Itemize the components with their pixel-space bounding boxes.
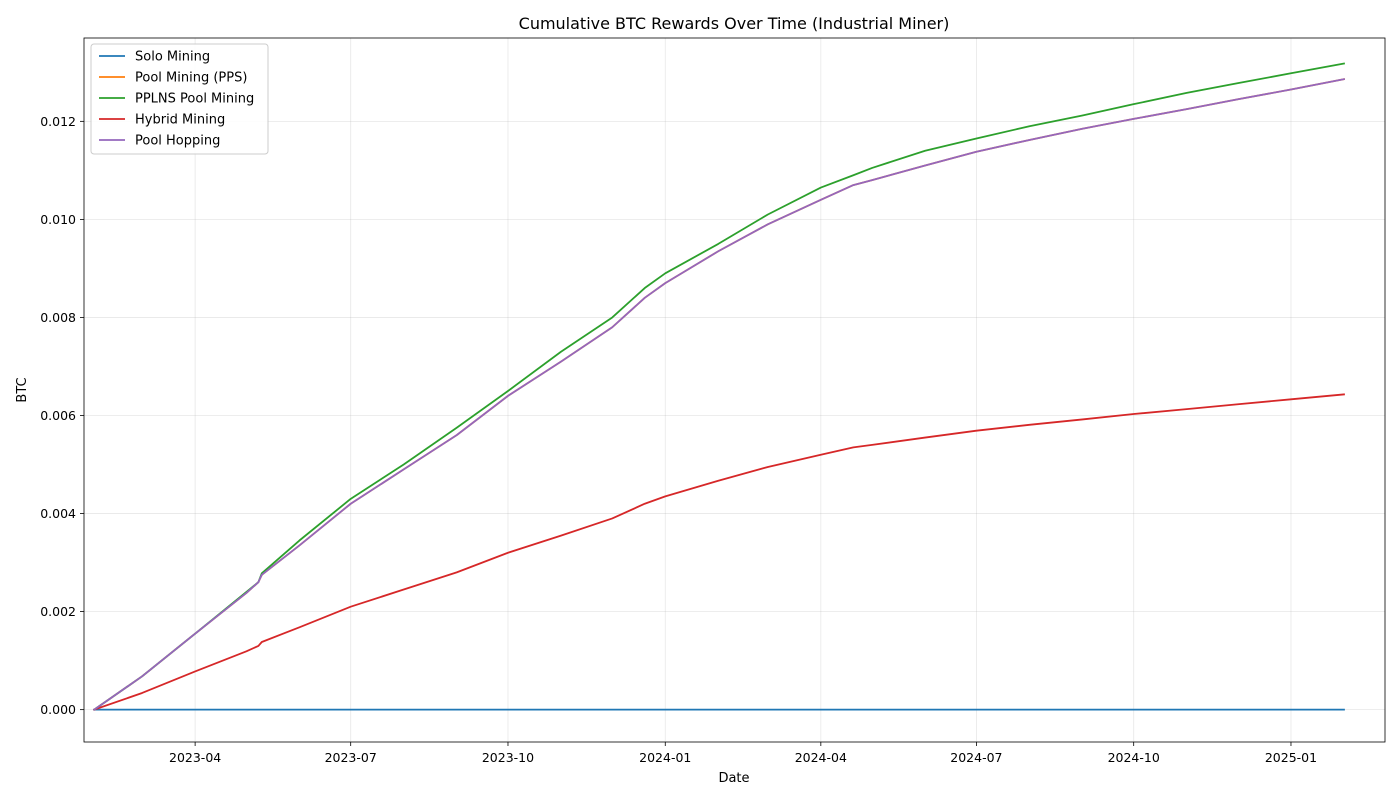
legend-label: PPLNS Pool Mining [135, 92, 254, 107]
chart-title: Cumulative BTC Rewards Over Time (Indust… [519, 14, 950, 33]
x-tick-label: 2025-01 [1265, 750, 1317, 765]
series-line-pool-hopping [93, 78, 1346, 711]
series-line-hybrid-mining [93, 393, 1345, 711]
y-tick-label: 0.004 [40, 506, 76, 521]
legend-box [90, 43, 269, 155]
y-tick-label: 0.000 [40, 702, 76, 717]
x-tick-label: 2024-10 [1108, 750, 1160, 765]
x-tick-label: 2023-04 [169, 750, 221, 765]
y-tick-label: 0.006 [40, 408, 76, 423]
legend-label: Hybrid Mining [135, 113, 225, 128]
x-axis-label: Date [718, 771, 749, 786]
x-tick-label: 2024-07 [950, 750, 1002, 765]
y-tick-label: 0.002 [40, 604, 76, 619]
x-axis: 2023-04 2023-07 2023-10 2024-01 2024-04 2024-… [169, 742, 1317, 765]
x-tick-label: 2024-01 [639, 750, 691, 765]
x-tick-label: 2023-07 [325, 750, 377, 765]
plot-frame [83, 37, 1386, 743]
x-tick-label: 2023-10 [482, 750, 534, 765]
y-tick-label: 0.012 [40, 114, 76, 129]
x-tick-label: 2024-04 [795, 750, 847, 765]
legend-label: Pool Mining (PPS) [135, 71, 247, 86]
legend: Solo Mining Pool Mining (PPS) PPLNS Pool M… [90, 43, 269, 155]
y-axis: 0.000 0.002 0.004 0.006 0.008 0.010 0.012 [40, 114, 84, 717]
legend-label: Solo Mining [135, 50, 210, 65]
legend-label: Pool Hopping [135, 134, 220, 149]
y-tick-label: 0.008 [40, 310, 76, 325]
series-lines [93, 62, 1346, 711]
y-axis-label: BTC [15, 377, 30, 402]
y-tick-label: 0.010 [40, 212, 76, 227]
